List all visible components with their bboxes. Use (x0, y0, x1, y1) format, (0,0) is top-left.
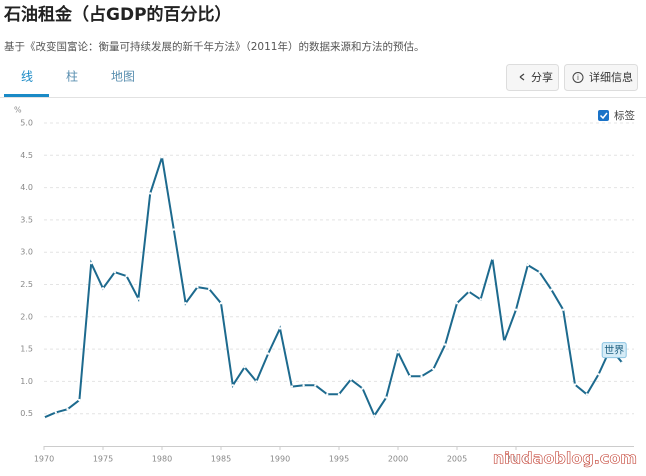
data-point (337, 393, 341, 396)
data-point (78, 398, 81, 402)
y-tick-label: 0.5 (20, 409, 33, 418)
x-tick-label: 1970 (34, 455, 54, 464)
data-point (219, 302, 223, 305)
data-point (243, 365, 246, 369)
chart-subtitle: 基于《改变国富论：衡量可持续发展的新千年方法》（2011年）的数据来源和方法的预… (4, 40, 424, 53)
y-tick-label: 2.0 (20, 312, 33, 321)
data-point (396, 351, 400, 354)
data-point (585, 393, 588, 396)
data-point (172, 228, 175, 231)
data-point (125, 274, 128, 278)
y-tick-label: 1.5 (20, 345, 33, 354)
data-point (444, 343, 447, 346)
data-point (491, 257, 494, 260)
data-point (255, 380, 258, 383)
info-icon (572, 72, 584, 83)
button-label: 分享 (531, 70, 553, 84)
data-point (208, 287, 211, 291)
data-point (373, 414, 376, 417)
data-point (113, 271, 117, 274)
x-tick-label: 1985 (211, 455, 231, 464)
data-point (278, 327, 282, 330)
data-point (101, 287, 105, 290)
data-point (361, 387, 364, 390)
series-label: 世界 (604, 345, 624, 357)
checkbox-label: 标签 (614, 109, 635, 122)
data-point (385, 396, 388, 399)
info-icon-glyph: i (577, 74, 579, 82)
y-tick-label: 3.0 (20, 248, 33, 257)
data-point (514, 308, 518, 311)
x-tick-label: 2005 (447, 455, 467, 464)
series-line (43, 156, 623, 419)
data-point (196, 285, 199, 289)
data-point (597, 373, 600, 376)
data-point (149, 192, 152, 195)
y-tick-label: 4.0 (20, 183, 33, 192)
data-point (66, 407, 69, 411)
watermark: niudaoblog.com (493, 449, 637, 468)
data-point (267, 352, 270, 355)
active-tab-indicator (4, 94, 49, 97)
data-point (137, 297, 140, 300)
y-tick-label: 4.5 (20, 151, 33, 160)
share-button[interactable] (506, 64, 559, 91)
x-tick-label: 1980 (152, 455, 172, 464)
data-point (184, 302, 187, 305)
label-checkbox[interactable] (598, 110, 609, 121)
data-point (538, 271, 541, 274)
data-point (573, 383, 577, 386)
data-point (302, 384, 305, 387)
data-point (562, 308, 565, 311)
share-icon (519, 73, 525, 81)
details-button[interactable] (564, 64, 638, 91)
y-tick-label: 3.5 (20, 215, 33, 224)
y-unit: % (14, 106, 22, 115)
data-point (90, 261, 93, 265)
data-point (231, 384, 234, 387)
data-point (314, 384, 317, 387)
x-tick-label: 2000 (388, 455, 408, 464)
data-point (432, 367, 435, 371)
data-point (479, 298, 482, 301)
plot-area: 0.5 1.0 1.5 2.0 2.5 3.0 3.5 4.0 4.5 5.0 1970 1975 19… (20, 119, 634, 464)
button-label: 详细信息 (589, 70, 633, 84)
y-tick-label: 1.0 (20, 377, 33, 386)
x-tick-label: 2010 (506, 455, 526, 464)
data-point (455, 302, 459, 305)
x-tick-label: 1975 (93, 455, 113, 464)
data-point (420, 375, 423, 378)
chart-title: 石油租金（占GDP的百分比） (3, 4, 232, 25)
data-point (467, 290, 470, 293)
data-point (526, 263, 529, 267)
data-point (42, 416, 46, 419)
tab[interactable]: 线 (21, 70, 33, 84)
data-point (326, 393, 329, 396)
data-point (160, 156, 164, 159)
data-point (290, 385, 293, 388)
tab[interactable]: 地图 (111, 70, 135, 84)
data-point (550, 288, 553, 291)
data-point (54, 411, 57, 414)
data-point (408, 375, 411, 378)
checkmark (599, 112, 608, 120)
x-tick-label: 1990 (270, 455, 290, 464)
tab[interactable]: 柱 (66, 69, 78, 84)
y-tick-label: 2.5 (20, 280, 33, 289)
data-point (503, 340, 506, 343)
x-tick-label: 1995 (329, 455, 349, 464)
data-point (621, 361, 624, 364)
series-label-box (601, 342, 627, 359)
y-tick-label: 5.0 (20, 119, 33, 128)
data-point (349, 378, 352, 381)
